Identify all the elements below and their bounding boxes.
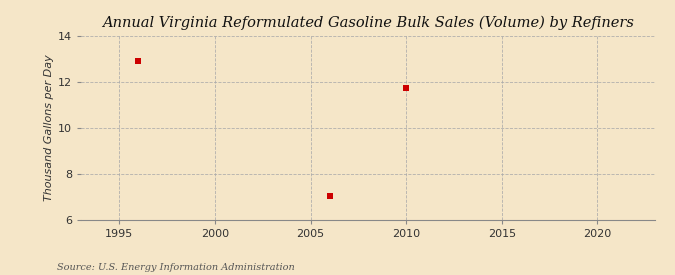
Point (133, 59, 144, 63)
Point (324, 194, 335, 198)
Point (401, 85, 412, 90)
Text: Source: U.S. Energy Information Administration: Source: U.S. Energy Information Administ… (57, 263, 295, 272)
Title: Annual Virginia Reformulated Gasoline Bulk Sales (Volume) by Refiners: Annual Virginia Reformulated Gasoline Bu… (102, 16, 634, 31)
Y-axis label: Thousand Gallons per Day: Thousand Gallons per Day (44, 54, 54, 201)
